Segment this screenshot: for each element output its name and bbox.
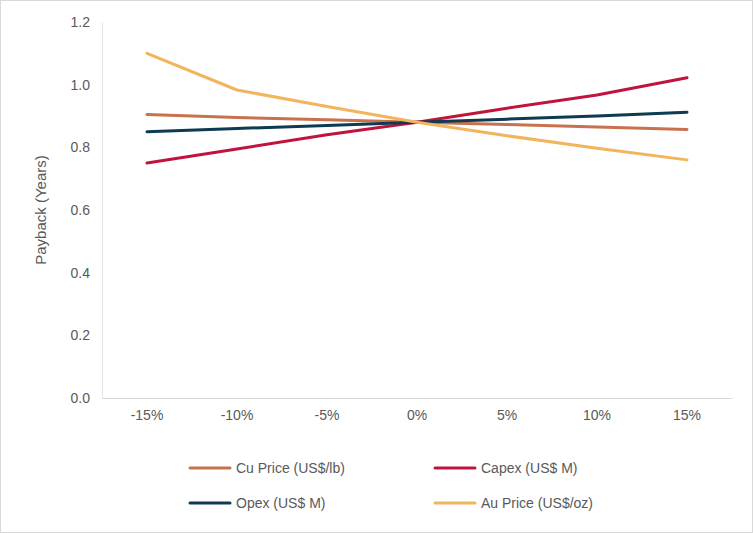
y-tick: 1.0	[71, 77, 102, 93]
y-axis-line	[102, 23, 103, 399]
legend-item: Capex (US$ M)	[435, 460, 577, 476]
y-tick-label: 0.4	[71, 265, 91, 281]
x-axis-line	[103, 398, 733, 399]
y-tick: 0.0	[71, 390, 102, 406]
x-tick: -15%	[131, 398, 164, 423]
legend-item: Cu Price (US$/lb)	[190, 460, 345, 476]
x-axis: -15% -10% -5% 0% 5% 10% 15%	[103, 398, 733, 423]
legend-label: Capex (US$ M)	[481, 460, 577, 476]
x-tick-label: 0%	[407, 407, 427, 423]
legend-item: Au Price (US$/oz)	[435, 495, 593, 511]
x-tick: -5%	[315, 398, 340, 423]
y-tick: 0.8	[71, 139, 102, 155]
legend-label: Opex (US$ M)	[236, 495, 325, 511]
legend-swatch	[190, 467, 230, 470]
legend-label: Cu Price (US$/lb)	[236, 460, 345, 476]
x-tick: 15%	[673, 398, 701, 423]
x-tick: 10%	[583, 398, 611, 423]
x-tick-label: -15%	[131, 407, 164, 423]
x-tick-label: -10%	[221, 407, 254, 423]
x-tick-label: 15%	[673, 407, 701, 423]
y-tick: 0.6	[71, 202, 102, 218]
legend-swatch	[435, 502, 475, 505]
x-tick-label: 10%	[583, 407, 611, 423]
y-axis: 0.0 0.2 0.4 0.6 0.8 1.0 1.2	[71, 14, 103, 406]
y-tick-label: 0.6	[71, 202, 91, 218]
x-tick: 0%	[407, 398, 427, 423]
legend-swatch	[190, 502, 230, 505]
y-tick-label: 1.0	[71, 77, 91, 93]
chart: 0.0 0.2 0.4 0.6 0.8 1.0 1.2 -15% -10% -5% 0% 5% 10% 1…	[0, 0, 753, 533]
legend-item: Opex (US$ M)	[190, 495, 325, 511]
y-tick-label: 0.8	[71, 139, 91, 155]
y-tick-label: 1.2	[71, 14, 91, 30]
series-group	[147, 53, 687, 163]
y-tick-label: 0.2	[71, 327, 91, 343]
x-tick-label: 5%	[497, 407, 517, 423]
y-axis-title: Payback (Years)	[32, 155, 49, 265]
y-tick: 1.2	[71, 14, 102, 30]
x-tick-label: -5%	[315, 407, 340, 423]
chart-frame	[1, 1, 753, 533]
legend: Cu Price (US$/lb) Capex (US$ M) Opex (US$ …	[190, 460, 593, 511]
x-tick: 5%	[497, 398, 517, 423]
legend-label: Au Price (US$/oz)	[481, 495, 593, 511]
legend-swatch	[435, 467, 475, 470]
x-tick: -10%	[221, 398, 254, 423]
series-line	[147, 53, 687, 160]
y-tick-label: 0.0	[71, 390, 91, 406]
y-tick: 0.4	[71, 265, 102, 281]
y-tick: 0.2	[71, 327, 102, 343]
